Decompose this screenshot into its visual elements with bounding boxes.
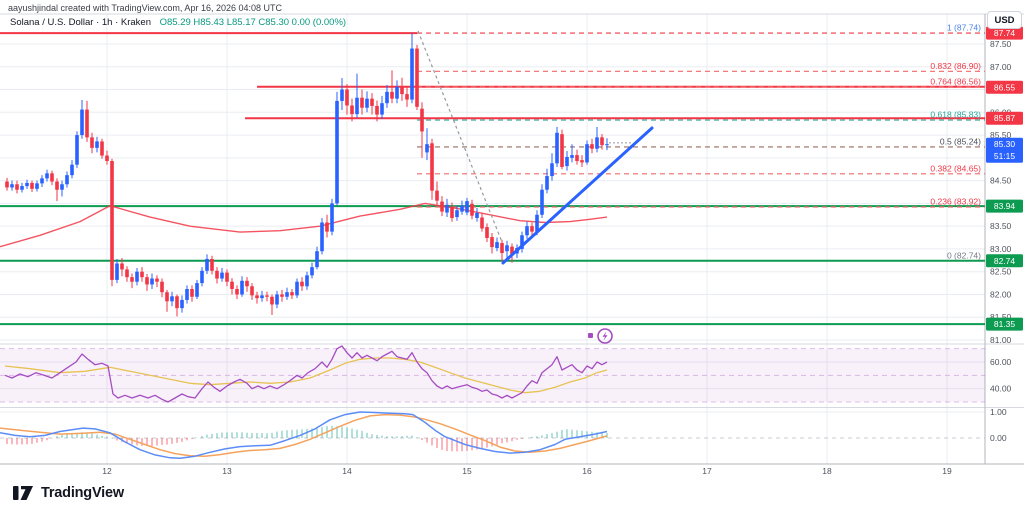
svg-text:83.50: 83.50: [990, 221, 1012, 231]
svg-text:13: 13: [222, 466, 232, 476]
svg-text:0.382 (84.65): 0.382 (84.65): [930, 163, 981, 173]
watermark-credit: aayushjindal created with TradingView.co…: [8, 3, 282, 13]
svg-text:85.87: 85.87: [994, 113, 1016, 123]
support-trendline[interactable]: [501, 126, 654, 265]
price-axis[interactable]: 87.5087.0086.5086.0085.5085.0084.5084.00…: [990, 39, 1012, 443]
svg-text:86.55: 86.55: [994, 82, 1016, 92]
macd-pane[interactable]: [0, 411, 985, 460]
svg-text:83.00: 83.00: [990, 244, 1012, 254]
flash-circle-icon[interactable]: [588, 328, 613, 344]
svg-text:82.74: 82.74: [994, 256, 1016, 266]
svg-text:16: 16: [582, 466, 592, 476]
svg-text:1 (87.74): 1 (87.74): [947, 23, 981, 33]
price-levels[interactable]: [0, 32, 985, 326]
ohlc-values: O85.29 H85.43 L85.17 C85.30 0.00 (0.00%): [159, 17, 347, 28]
symbol-title: Solana / U.S. Dollar · 1h · Kraken: [10, 17, 151, 28]
breakdown-guide-line[interactable]: [417, 30, 503, 243]
svg-text:83.94: 83.94: [994, 201, 1016, 211]
tradingview-logo[interactable]: TradingView: [13, 485, 124, 501]
svg-text:82.50: 82.50: [990, 267, 1012, 277]
svg-text:84.50: 84.50: [990, 176, 1012, 186]
svg-text:0.764 (86.56): 0.764 (86.56): [930, 76, 981, 86]
svg-text:0.5 (85.24): 0.5 (85.24): [940, 136, 981, 146]
svg-text:0.832 (86.90): 0.832 (86.90): [930, 61, 981, 71]
svg-text:87.50: 87.50: [990, 39, 1012, 49]
red-ma-line: [0, 202, 608, 248]
pane-borders: [0, 13, 1024, 465]
svg-text:87.00: 87.00: [990, 62, 1012, 72]
price-tags: 87.74 86.55 85.87 85.30 51:15 83.94 82.74 81.35: [986, 26, 1023, 331]
svg-text:18: 18: [822, 466, 832, 476]
candles: [5, 33, 609, 317]
svg-text:82.00: 82.00: [990, 289, 1012, 299]
svg-text:12: 12: [102, 466, 112, 476]
svg-text:40.00: 40.00: [990, 384, 1012, 394]
grid-lines: [0, 14, 985, 464]
tradingview-logo-icon: [13, 486, 33, 500]
svg-text:1.00: 1.00: [990, 407, 1007, 417]
currency-toggle-button[interactable]: USD: [987, 11, 1022, 29]
svg-text:51:15: 51:15: [994, 151, 1016, 161]
svg-text:0.236 (83.92): 0.236 (83.92): [930, 197, 981, 207]
time-axis[interactable]: 12 13 14 15 16 17 18 19: [102, 466, 952, 476]
rsi-pane[interactable]: [0, 345, 985, 403]
svg-text:0.00: 0.00: [990, 433, 1007, 443]
svg-text:17: 17: [702, 466, 712, 476]
symbol-legend[interactable]: Solana / U.S. Dollar · 1h · Kraken O85.2…: [10, 17, 346, 28]
svg-text:87.74: 87.74: [994, 28, 1016, 38]
tradingview-logo-text: TradingView: [41, 485, 124, 501]
svg-text:85.50: 85.50: [990, 130, 1012, 140]
svg-text:15: 15: [462, 466, 472, 476]
fib-labels: 1 (87.74) 0.832 (86.90) 0.764 (86.56) 0.618…: [930, 23, 981, 261]
svg-text:81.35: 81.35: [994, 319, 1016, 329]
svg-text:19: 19: [942, 466, 952, 476]
svg-text:14: 14: [342, 466, 352, 476]
svg-text:81.50: 81.50: [990, 312, 1012, 322]
svg-text:85.30: 85.30: [994, 139, 1016, 149]
svg-text:0 (82.74): 0 (82.74): [947, 250, 981, 260]
svg-text:81.00: 81.00: [990, 335, 1012, 345]
svg-text:0.618 (85.83): 0.618 (85.83): [930, 110, 981, 120]
svg-text:60.00: 60.00: [990, 357, 1012, 367]
